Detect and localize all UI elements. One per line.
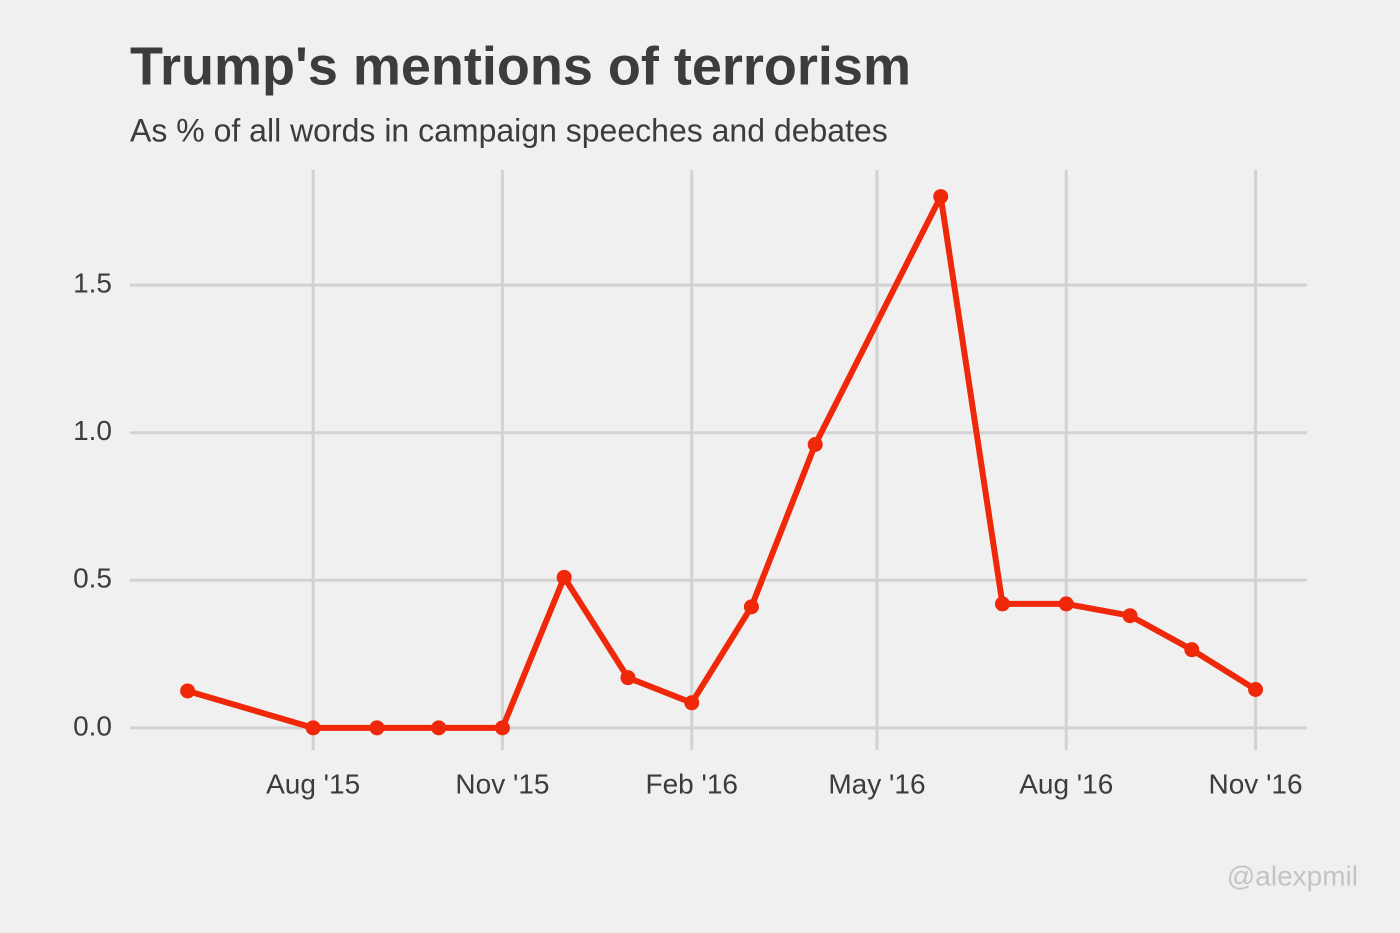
data-point [743,599,759,615]
y-tick-label: 0.5 [73,563,112,594]
x-tick-label: Aug '16 [1019,768,1113,799]
data-point [494,720,510,736]
data-point [933,189,949,205]
data-point [431,720,447,736]
x-tick-label: Nov '15 [455,768,549,799]
data-point [305,720,321,736]
data-line [186,193,1258,731]
data-point [807,437,823,453]
y-tick-label: 0.0 [73,710,112,741]
x-tick-label: Nov '16 [1209,768,1303,799]
data-point [180,683,196,699]
y-tick-label: 1.5 [73,268,112,299]
data-point [1122,608,1138,624]
chart-title: Trump's mentions of terrorism [130,36,911,96]
data-point [684,695,700,711]
x-tick-label: May '16 [828,768,925,799]
credit: @alexpmil [1227,860,1358,891]
x-tick-label: Aug '15 [266,768,360,799]
y-tick-label: 1.0 [73,415,112,446]
chart-subtitle: As % of all words in campaign speeches a… [130,112,888,148]
data-point [620,670,636,686]
data-point [369,720,385,736]
data-point [1184,642,1200,658]
data-point [556,569,572,585]
data-point [1248,681,1264,697]
x-tick-label: Feb '16 [645,768,738,799]
data-point [994,596,1010,612]
data-point [1058,596,1074,612]
